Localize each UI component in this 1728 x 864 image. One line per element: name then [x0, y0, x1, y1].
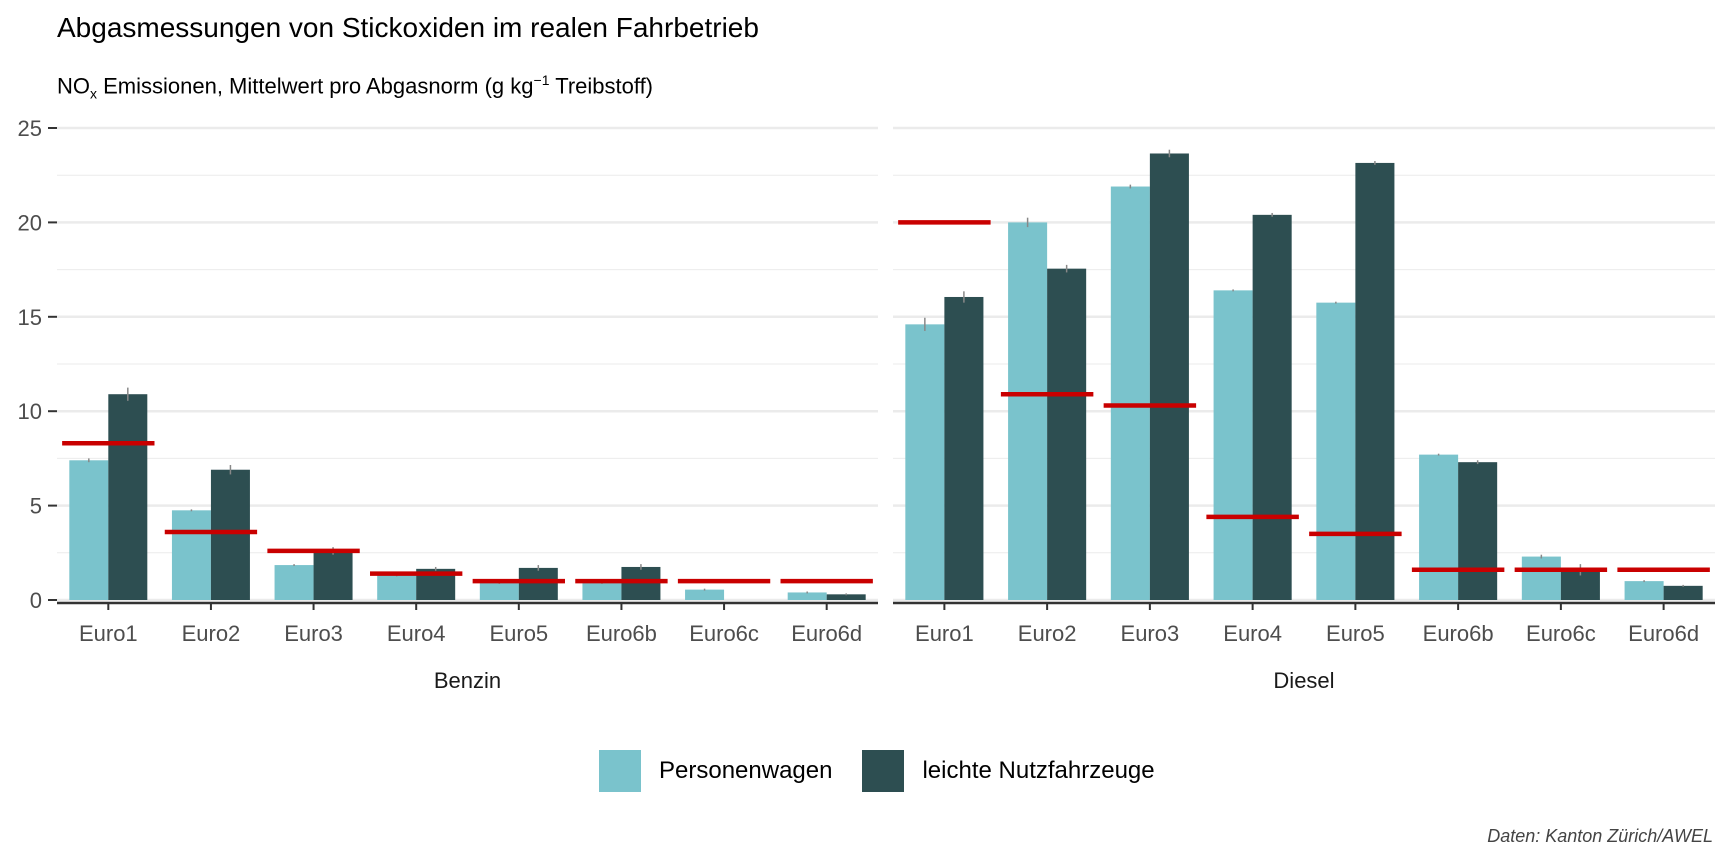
bar-diesel-euro3-pw [1110, 186, 1150, 600]
panel-label-diesel: Diesel [1273, 668, 1334, 693]
y-tick-label: 10 [18, 399, 42, 424]
bar-benzin-euro1-lnf [108, 394, 148, 600]
x-tick-label: Euro4 [1223, 621, 1282, 646]
bar-diesel-euro4-pw [1213, 290, 1253, 600]
chart-title: Abgasmessungen von Stickoxiden im realen… [57, 12, 759, 43]
legend-swatch-nutzfahrzeuge [862, 750, 905, 792]
bar-diesel-euro2-pw [1008, 222, 1048, 600]
bar-benzin-euro6b-lnf [621, 566, 661, 600]
panel-label-benzin: Benzin [434, 668, 501, 693]
x-tick-label: Euro6c [689, 621, 759, 646]
x-tick-label: Euro5 [1326, 621, 1385, 646]
y-tick-label: 5 [30, 494, 42, 519]
bar-benzin-euro3-pw [274, 565, 314, 600]
data-source-caption: Daten: Kanton Zürich/AWEL [1487, 826, 1713, 846]
bar-diesel-euro6d-pw [1624, 581, 1664, 600]
legend-label-personenwagen: Personenwagen [659, 757, 833, 784]
bar-benzin-euro4-pw [377, 575, 417, 600]
legend-label-nutzfahrzeuge: leichte Nutzfahrzeuge [922, 757, 1155, 784]
x-tick-label: Euro6d [1628, 621, 1699, 646]
bar-benzin-euro2-pw [171, 510, 211, 600]
chart-subtitle: NOx Emissionen, Mittelwert pro Abgasnorm… [57, 72, 653, 102]
subtitle-suffix: Treibstoff) [549, 73, 654, 99]
x-tick-label: Euro2 [1018, 621, 1077, 646]
bar-benzin-euro3-lnf [313, 550, 353, 600]
x-tick-label: Euro1 [915, 621, 974, 646]
y-tick-label: 25 [18, 116, 42, 141]
bar-benzin-euro5-pw [479, 583, 519, 600]
bar-diesel-euro6b-pw [1419, 454, 1459, 600]
x-tick-label: Euro6b [586, 621, 657, 646]
x-tick-label: Euro3 [284, 621, 343, 646]
bar-diesel-euro5-pw [1316, 302, 1356, 600]
x-tick-label: Euro3 [1121, 621, 1180, 646]
bar-diesel-euro2-lnf [1047, 268, 1087, 600]
subtitle-middle: Emissionen, Mittelwert pro Abgasnorm (g … [97, 73, 534, 99]
bar-benzin-euro6b-pw [582, 583, 622, 600]
bar-diesel-euro6b-lnf [1458, 462, 1498, 600]
y-tick-label: 0 [30, 588, 42, 613]
bar-chart: 0 5 10 15 20 25 Euro1 Euro2 Euro3 Euro4 Euro5 Euro6… [18, 116, 1715, 693]
x-tick-label: Euro5 [489, 621, 548, 646]
bar-diesel-euro6d-lnf [1663, 585, 1703, 600]
legend: Personenwagen leichte Nutzfahrzeuge [599, 750, 1185, 792]
bar-diesel-euro6c-pw [1521, 556, 1561, 600]
legend-item-nutzfahrzeuge: leichte Nutzfahrzeuge [862, 750, 1155, 792]
y-tick-label: 20 [18, 210, 42, 235]
x-tick-label: Euro1 [79, 621, 138, 646]
bar-diesel-euro1-pw [905, 324, 945, 600]
bar-benzin-euro5-lnf [518, 567, 558, 600]
legend-item-personenwagen: Personenwagen [599, 750, 832, 792]
bar-benzin-euro6d-pw [787, 592, 827, 600]
legend-swatch-personenwagen [599, 750, 641, 792]
bar-benzin-euro1-pw [69, 460, 109, 600]
bar-diesel-euro5-lnf [1355, 162, 1395, 601]
x-tick-label: Euro6c [1526, 621, 1596, 646]
bar-diesel-euro4-lnf [1252, 214, 1292, 600]
bar-benzin-euro6c-pw [685, 589, 725, 600]
bar-benzin-euro2-lnf [210, 469, 250, 600]
x-tick-label: Euro6b [1423, 621, 1494, 646]
bar-diesel-euro3-lnf [1149, 153, 1189, 600]
bar-diesel-euro1-lnf [944, 296, 984, 600]
y-tick-label: 15 [18, 305, 42, 330]
subtitle-superscript: −1 [533, 72, 550, 88]
bar-benzin-euro6d-lnf [826, 594, 866, 600]
x-tick-label: Euro6d [791, 621, 862, 646]
x-tick-label: Euro4 [387, 621, 446, 646]
subtitle-subscript: x [90, 85, 97, 102]
subtitle-prefix: NO [57, 73, 90, 99]
x-tick-label: Euro2 [182, 621, 241, 646]
